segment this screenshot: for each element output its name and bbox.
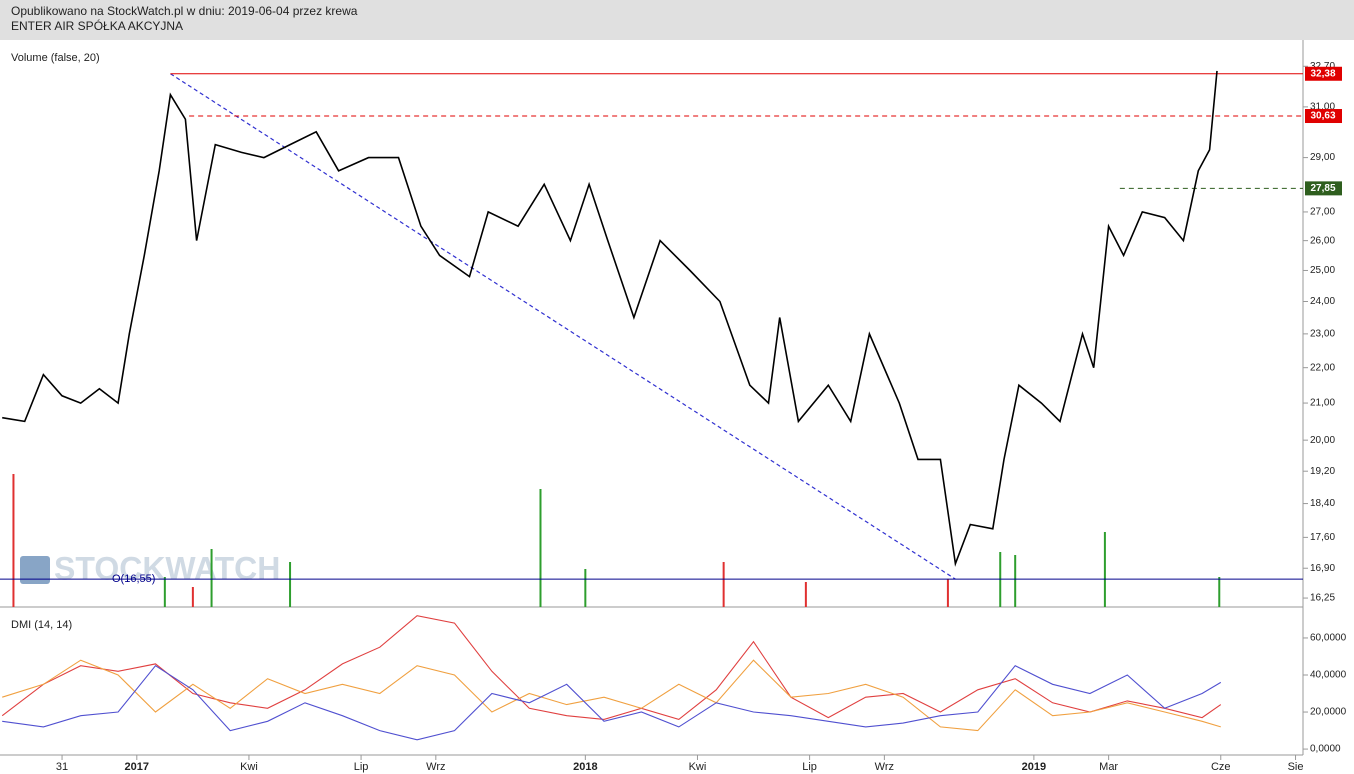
level-label: 27,85 xyxy=(1310,183,1335,194)
y-tick-label: 60,0000 xyxy=(1310,633,1347,644)
header-bg xyxy=(0,0,1354,40)
header-subtitle: ENTER AIR SPÓŁKA AKCYJNA xyxy=(11,18,183,33)
volume-bar xyxy=(584,569,587,607)
volume-bar xyxy=(191,587,194,607)
x-tick-label: 2018 xyxy=(573,761,597,773)
pane-title: Volume (false, 20) xyxy=(11,52,100,64)
x-tick-label: Lip xyxy=(354,761,369,773)
y-tick-label: 0,0000 xyxy=(1310,744,1341,755)
x-tick-label: Wrz xyxy=(875,761,894,773)
watermark-icon xyxy=(20,556,50,584)
y-tick-label: 19,20 xyxy=(1310,466,1335,477)
x-tick-label: Lip xyxy=(802,761,817,773)
level-label: 30,63 xyxy=(1310,111,1335,122)
y-tick-label: 18,40 xyxy=(1310,498,1335,509)
x-tick-label: 31 xyxy=(56,761,68,773)
x-tick-label: 2019 xyxy=(1022,761,1046,773)
dmi-line xyxy=(1,615,1222,721)
y-tick-label: 16,90 xyxy=(1310,563,1335,574)
x-tick-label: Sie xyxy=(1288,761,1304,773)
level-label-bg xyxy=(1305,109,1342,124)
watermark-text: STOCKWATCH xyxy=(54,550,280,586)
volume-bar xyxy=(163,577,166,607)
pane-title: DMI (14, 14) xyxy=(11,619,72,631)
level-label: 32,38 xyxy=(1310,68,1335,79)
x-tick-label: Kwi xyxy=(240,761,258,773)
level-label-bg xyxy=(1305,66,1342,81)
y-tick-label: 26,00 xyxy=(1310,235,1335,246)
y-tick-label: 16,25 xyxy=(1310,593,1335,604)
dmi-line xyxy=(2,664,1222,741)
dmi-line xyxy=(2,659,1221,732)
volume-bar xyxy=(1014,555,1017,607)
volume-bar xyxy=(539,489,542,607)
trendline xyxy=(170,73,956,580)
volume-bar xyxy=(804,582,807,607)
y-tick-label: 32,70 xyxy=(1310,61,1335,72)
x-tick-label: Mar xyxy=(1099,761,1118,773)
y-tick-label: 27,00 xyxy=(1310,207,1335,218)
y-tick-label: 29,00 xyxy=(1310,152,1335,163)
x-tick-label: Kwi xyxy=(689,761,707,773)
volume-bar xyxy=(210,549,213,607)
volume-bar xyxy=(1103,532,1106,607)
y-tick-label: 31,00 xyxy=(1310,102,1335,113)
volume-bar xyxy=(12,474,15,607)
level-label: O(16,55) xyxy=(112,573,155,585)
volume-bar xyxy=(722,562,725,607)
volume-bar xyxy=(289,562,292,607)
y-tick-label: 22,00 xyxy=(1310,362,1335,373)
level-label-bg xyxy=(1305,181,1342,196)
volume-bar xyxy=(946,579,949,607)
volume-bar xyxy=(1218,577,1221,607)
price-line xyxy=(2,70,1218,567)
y-tick-label: 21,00 xyxy=(1310,398,1335,409)
y-tick-label: 24,00 xyxy=(1310,296,1335,307)
y-tick-label: 23,00 xyxy=(1310,329,1335,340)
y-tick-label: 40,0000 xyxy=(1310,670,1347,681)
watermark: STOCKWATCH xyxy=(20,550,280,586)
y-tick-label: 25,00 xyxy=(1310,265,1335,276)
x-tick-label: 2017 xyxy=(125,761,149,773)
y-tick-label: 17,60 xyxy=(1310,532,1335,543)
y-tick-label: 20,0000 xyxy=(1310,707,1347,718)
y-tick-label: 20,00 xyxy=(1310,435,1335,446)
x-tick-label: Cze xyxy=(1211,761,1231,773)
x-tick-label: Wrz xyxy=(426,761,445,773)
header-title: Opublikowano na StockWatch.pl w dniu: 20… xyxy=(11,4,358,18)
